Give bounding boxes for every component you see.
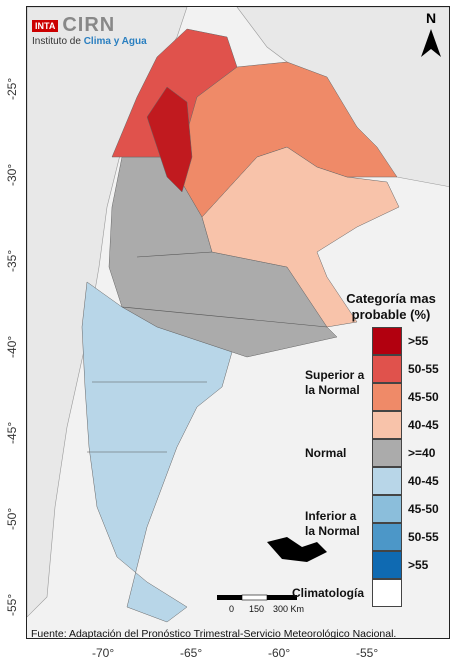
legend-swatch [372,327,402,355]
map-frame [26,6,450,639]
lon-label: -65° [180,646,203,660]
logo-subtitle: Instituto de Clima y Agua [32,36,147,47]
legend-label: 50-55 [408,362,439,376]
legend-swatch [372,355,402,383]
map-canvas [27,7,449,638]
logo-name: CIRN [62,14,116,36]
legend-label: 40-45 [408,474,439,488]
legend-label: 50-55 [408,530,439,544]
malvinas-islands [267,537,327,562]
footnote: Fuente: Adaptación del Pronóstico Trimes… [31,628,397,640]
legend-swatch [372,523,402,551]
legend-label: >55 [408,558,429,572]
region-superior-gt55 [146,86,193,193]
lon-label: -70° [92,646,115,660]
legend-category-inferior: Inferior a la Normal [305,509,360,538]
lon-label: -60° [268,646,291,660]
legend-swatch [372,467,402,495]
region-superior-45-50 [166,61,398,218]
legend-swatch [372,551,402,579]
lat-label: -40° [5,335,19,358]
logo-subtitle-highlight: Clima y Agua [83,36,147,47]
legend-label: >=40 [408,446,436,460]
lon-label: -55° [356,646,379,660]
legend-label: 45-50 [408,390,439,404]
legend-category-climatologia: Climatología [292,586,365,600]
north-arrow-icon [421,29,441,57]
lat-label: -50° [5,507,19,530]
legend-swatch [372,411,402,439]
legend-swatch [372,439,402,467]
province-boundary [121,306,328,328]
scale-bar-black [217,595,242,600]
legend-category-normal: Normal [305,446,347,460]
legend-label: 40-45 [408,418,439,432]
lat-label: -30° [5,163,19,186]
north-label: N [426,10,437,26]
legend-swatch [372,579,402,607]
legend-title: Categoría mas probable (%) [346,291,436,322]
logo: INTA CIRN Instituto de Clima y Agua [32,14,147,47]
legend-category-superior: Superior a la Normal [305,368,365,397]
inta-badge: INTA [32,19,59,32]
province-boundary [136,251,213,258]
lat-label: -55° [5,593,19,616]
scale-label: 0 [229,604,235,614]
scale-label: 300 Km [273,604,305,614]
lat-label: -25° [5,77,19,100]
legend-swatch [372,383,402,411]
legend-swatch [372,495,402,523]
legend-label: >55 [408,334,429,348]
scale-label: 150 [249,604,265,614]
lat-label: -45° [5,421,19,444]
scale-bar-white [241,594,268,601]
logo-subtitle-prefix: Instituto de [32,36,84,47]
lat-label: -35° [5,249,19,272]
chile-land [27,7,188,618]
scale-bar-black [267,595,297,600]
legend-label: 45-50 [408,502,439,516]
